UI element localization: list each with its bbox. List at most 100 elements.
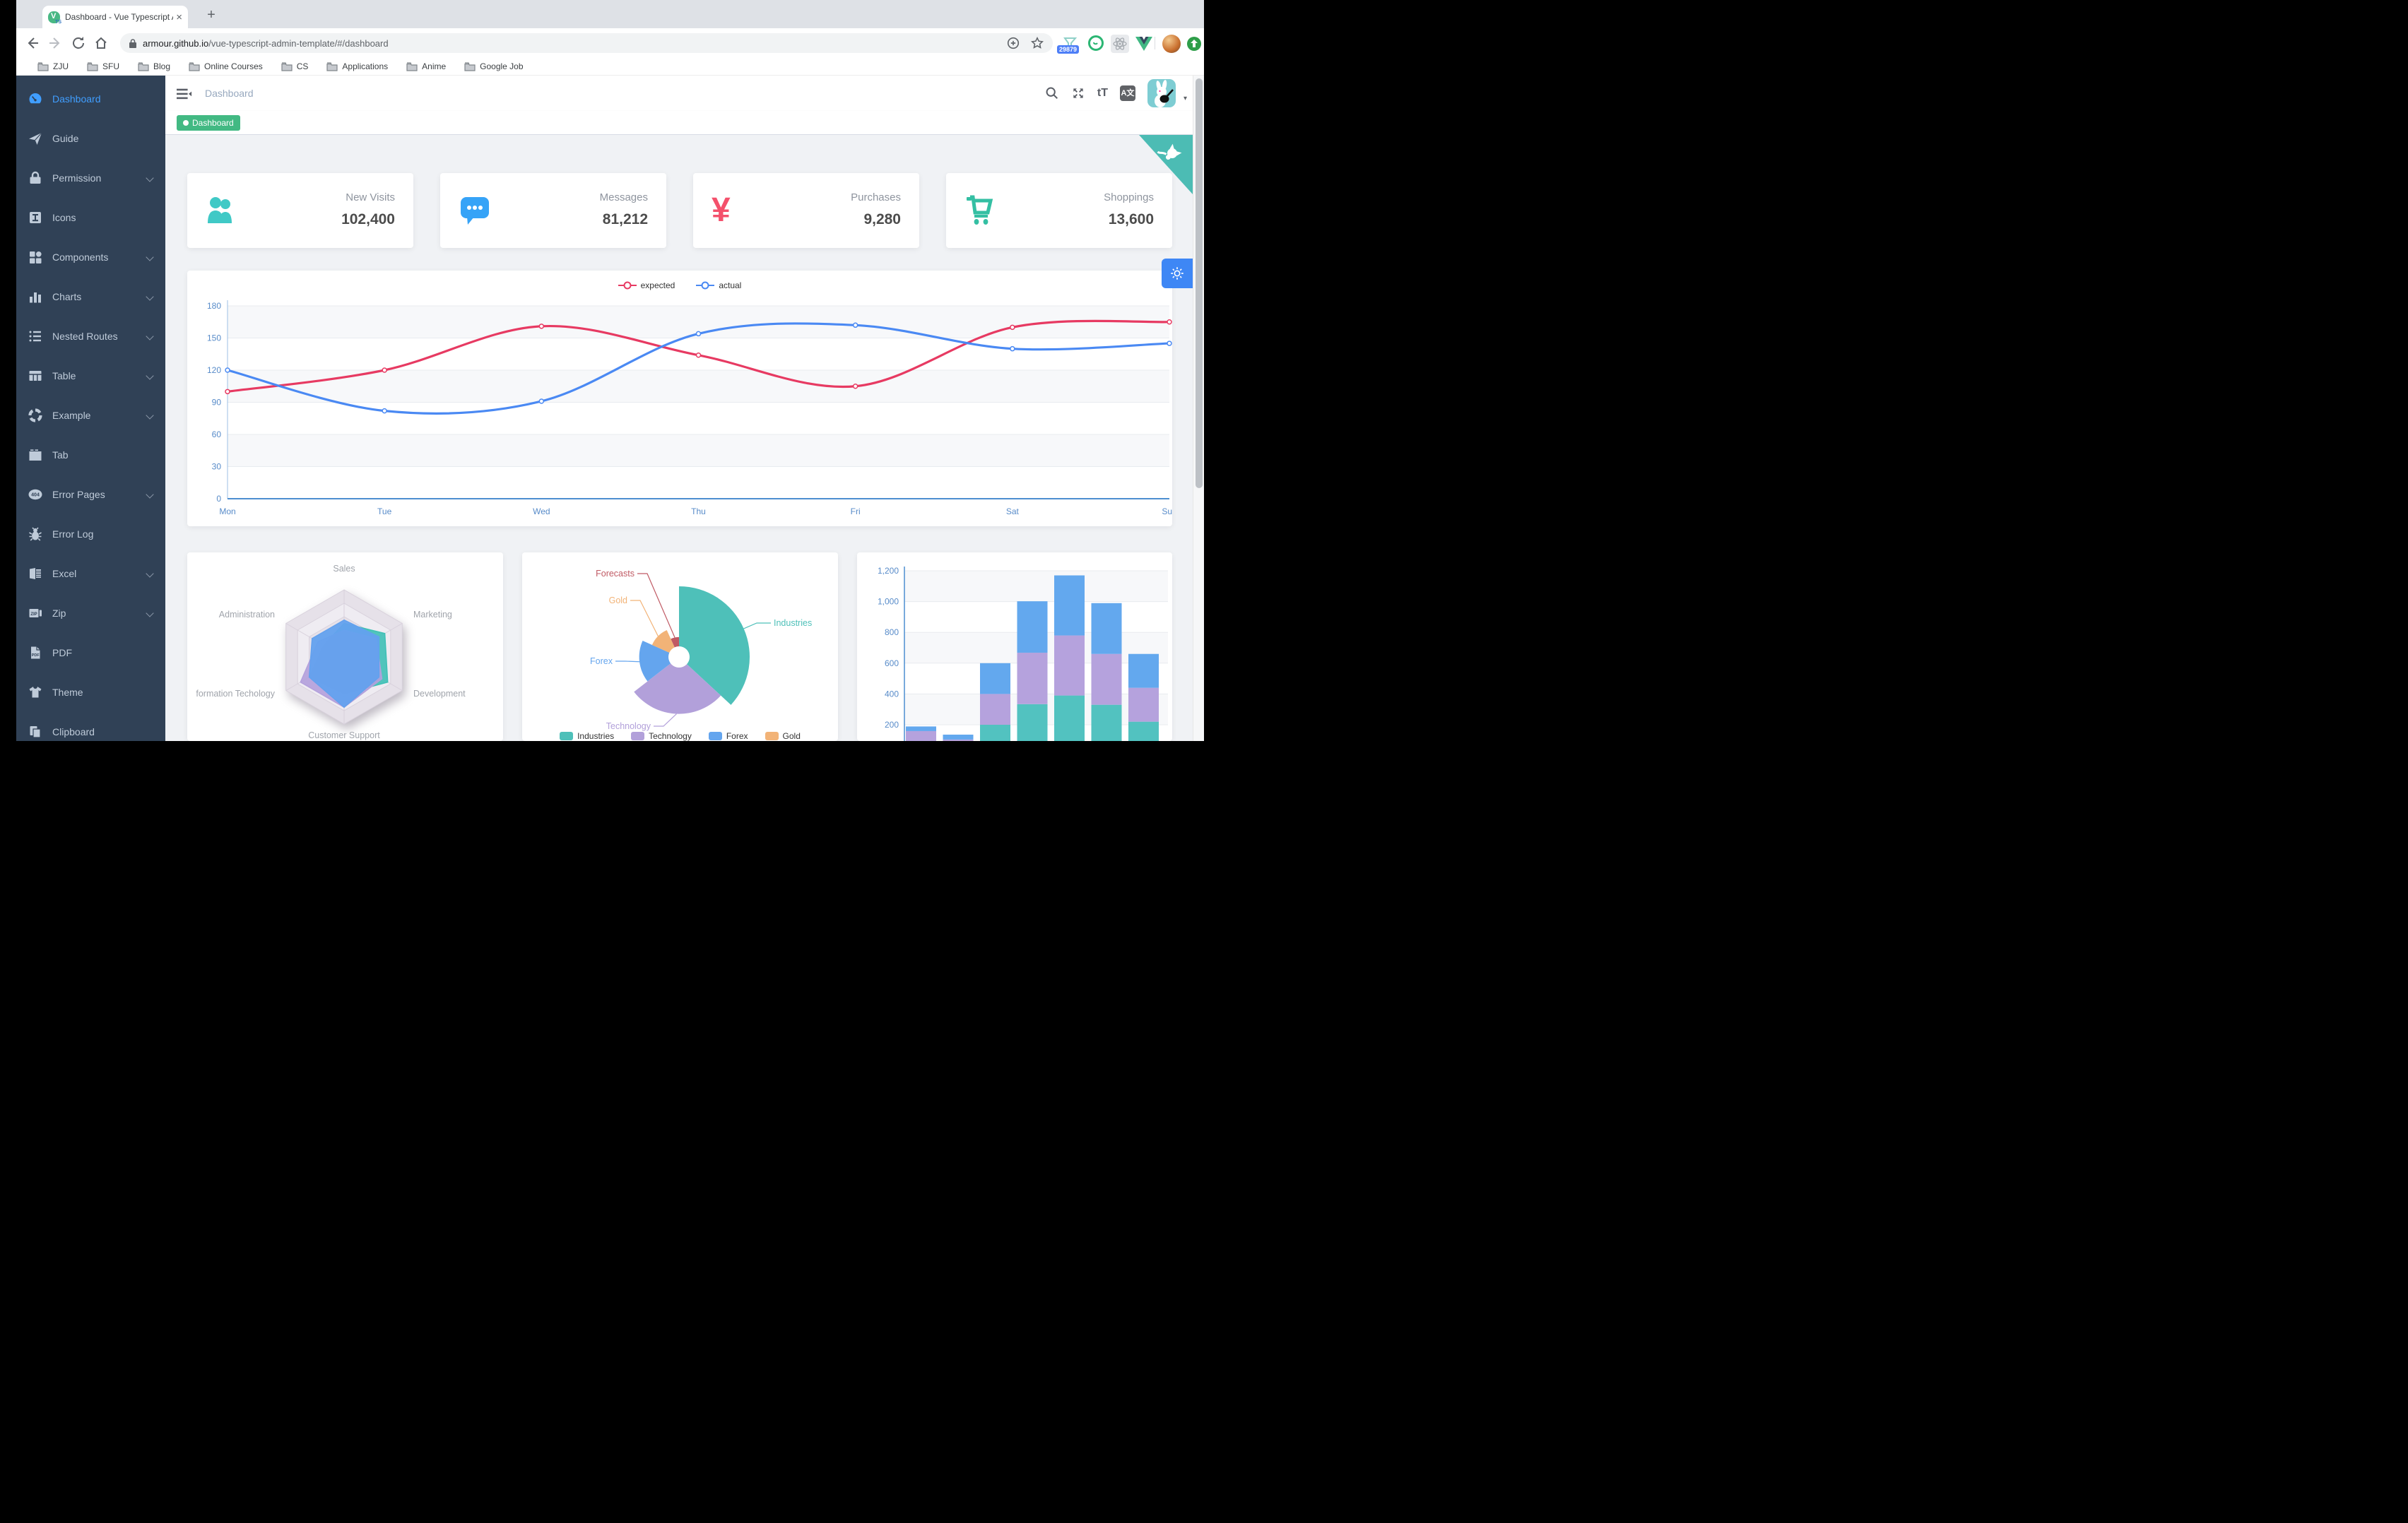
- pie-legend-item-technology[interactable]: Technology: [631, 731, 692, 741]
- browser-update-icon[interactable]: [1186, 36, 1202, 52]
- new-tab-button[interactable]: +: [207, 7, 216, 23]
- sidebar-item-components[interactable]: Components: [16, 237, 165, 277]
- sidebar-item-label: Excel: [52, 568, 77, 579]
- example-icon: [28, 408, 42, 422]
- legend-swatch: [765, 732, 779, 740]
- radar-axis-label: Customer Support: [308, 730, 380, 740]
- stat-card-new-visits[interactable]: New Visits 102,400: [187, 173, 413, 248]
- sidebar-item-clipboard[interactable]: Clipboard: [16, 712, 165, 741]
- pie-slice-label: Technology: [606, 721, 651, 731]
- pie-chart-legend[interactable]: Industries Technology Forex Gold: [522, 731, 838, 741]
- sidebar-item-example[interactable]: Example: [16, 396, 165, 435]
- sidebar-item-tab[interactable]: Tab: [16, 435, 165, 475]
- caret-down-icon[interactable]: ▾: [1183, 94, 1187, 102]
- chevron-down-icon: [146, 292, 154, 301]
- sidebar-toggle-icon[interactable]: [177, 86, 192, 102]
- zoom-plus-icon[interactable]: [1006, 36, 1020, 50]
- stat-card-purchases[interactable]: ¥ Purchases 9,280: [693, 173, 919, 248]
- sidebar-item-nested-routes[interactable]: Nested Routes: [16, 316, 165, 356]
- stat-label: Messages: [599, 191, 648, 203]
- user-avatar[interactable]: [1147, 79, 1176, 107]
- table-icon: [29, 371, 42, 381]
- sidebar-item-permission[interactable]: Permission: [16, 158, 165, 198]
- active-tag[interactable]: Dashboard: [177, 115, 240, 131]
- search-icon[interactable]: [1045, 86, 1059, 100]
- bookmark-item[interactable]: Blog: [138, 61, 170, 71]
- sidebar-item-label: Error Pages: [52, 489, 105, 500]
- text-size-icon[interactable]: tT: [1097, 87, 1108, 99]
- bookmark-item[interactable]: Anime: [406, 61, 446, 71]
- settings-button[interactable]: [1162, 259, 1193, 288]
- bookmark-label: SFU: [102, 61, 119, 71]
- bookmark-label: Online Courses: [204, 61, 263, 71]
- grammarly-extension-icon[interactable]: [1087, 35, 1104, 52]
- pie-slice-label: Industries: [774, 618, 812, 628]
- scrollbar-thumb[interactable]: [1196, 78, 1203, 488]
- legend-item-expected[interactable]: expected: [618, 280, 675, 290]
- legend-label: Industries: [577, 731, 615, 741]
- window-scrollbar[interactable]: [1193, 76, 1204, 741]
- sidebar-item-label: Permission: [52, 172, 102, 184]
- svg-text:180: 180: [207, 301, 221, 311]
- line-chart-legend[interactable]: expected actual: [187, 280, 1172, 290]
- back-icon[interactable]: [25, 35, 40, 51]
- bookmark-item[interactable]: Online Courses: [189, 61, 263, 71]
- sidebar-item-guide[interactable]: Guide: [16, 119, 165, 158]
- line-chart[interactable]: 180 150 120 90 60 30 0 Mon Tue Wed Thu Fri Sat Sun: [187, 271, 1172, 526]
- pie-legend-item-forex[interactable]: Forex: [708, 731, 748, 741]
- bookmark-item[interactable]: ZJU: [37, 61, 69, 71]
- svg-text:90: 90: [212, 398, 222, 408]
- stat-card-messages[interactable]: Messages 81,212: [440, 173, 666, 248]
- sidebar-item-error-pages[interactable]: 404 Error Pages: [16, 475, 165, 514]
- sidebar-item-label: Clipboard: [52, 726, 95, 737]
- browser-tab-strip: V TS Dashboard - Vue Typescript Ad × +: [16, 0, 1204, 28]
- browser-tab[interactable]: V TS Dashboard - Vue Typescript Ad ×: [42, 6, 188, 28]
- money-icon: ¥: [712, 191, 731, 229]
- sidebar-item-theme[interactable]: Theme: [16, 672, 165, 712]
- svg-text:1,200: 1,200: [878, 566, 899, 576]
- address-bar[interactable]: armour.github.io/vue-typescript-admin-te…: [120, 33, 1053, 53]
- pie-legend-item-industries[interactable]: Industries: [560, 731, 614, 741]
- bookmark-item[interactable]: Google Job: [464, 61, 524, 71]
- sidebar-item-dashboard[interactable]: Dashboard: [16, 79, 165, 119]
- sidebar-item-icons[interactable]: Icons: [16, 198, 165, 237]
- bar-chart[interactable]: 1,200 1,000 800 600 400 200: [857, 552, 1172, 741]
- tab-title: Dashboard - Vue Typescript Ad: [65, 12, 174, 22]
- home-icon[interactable]: [93, 35, 109, 51]
- reload-icon[interactable]: [71, 35, 86, 51]
- bookmark-item[interactable]: Applications: [326, 61, 388, 71]
- sidebar-item-label: Error Log: [52, 528, 94, 540]
- react-devtools-icon[interactable]: [1111, 35, 1129, 53]
- bookmark-label: Applications: [342, 61, 389, 71]
- svg-text:Mon: Mon: [219, 506, 235, 516]
- sidebar-item-excel[interactable]: Excel: [16, 554, 165, 593]
- bookmark-item[interactable]: SFU: [87, 61, 119, 71]
- chevron-down-icon: [146, 332, 154, 340]
- sidebar-item-charts[interactable]: Charts: [16, 277, 165, 316]
- github-corner-ribbon[interactable]: [1139, 135, 1193, 194]
- browser-profile-avatar[interactable]: [1162, 35, 1181, 53]
- sidebar-item-zip[interactable]: ZIP Zip: [16, 593, 165, 633]
- bookmark-item[interactable]: CS: [281, 61, 308, 71]
- tab-close-icon[interactable]: ×: [176, 11, 182, 23]
- sidebar-item-label: Guide: [52, 133, 79, 144]
- bookmark-star-icon[interactable]: [1030, 36, 1044, 50]
- fullscreen-icon[interactable]: [1071, 86, 1085, 100]
- sidebar-item-pdf[interactable]: PDF PDF: [16, 633, 165, 672]
- radar-axis-label: Sales: [333, 564, 355, 574]
- radar-chart[interactable]: Sales Administration formation Techology Cu…: [187, 552, 503, 741]
- breadcrumb[interactable]: Dashboard: [205, 88, 254, 99]
- stat-card-shoppings[interactable]: Shoppings 13,600: [946, 173, 1172, 248]
- sidebar-item-error-log[interactable]: Error Log: [16, 514, 165, 554]
- bookmark-label: Anime: [422, 61, 447, 71]
- sidebar-item-table[interactable]: Table: [16, 356, 165, 396]
- pie-legend-item-gold[interactable]: Gold: [765, 731, 801, 741]
- translate-icon[interactable]: A文: [1119, 85, 1135, 101]
- radar-chart-card: Sales Administration formation Techology Cu…: [187, 552, 503, 741]
- stat-label: Purchases: [851, 191, 901, 203]
- forward-icon[interactable]: [47, 35, 63, 51]
- legend-swatch: [631, 732, 645, 740]
- vue-devtools-icon[interactable]: [1135, 35, 1153, 52]
- legend-item-actual[interactable]: actual: [696, 280, 741, 290]
